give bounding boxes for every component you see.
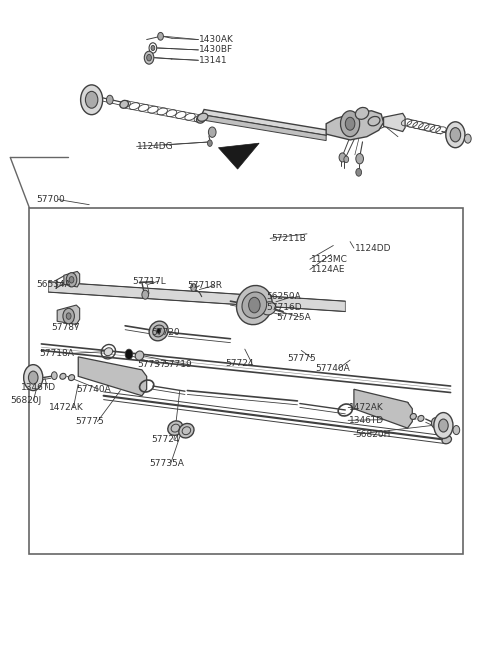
Text: 1430AK: 1430AK [199,35,234,44]
Text: 57724: 57724 [152,435,180,445]
Text: 57737: 57737 [137,360,166,369]
Text: 56820H: 56820H [355,430,390,439]
Polygon shape [218,143,259,169]
Text: 1346TD: 1346TD [349,416,384,425]
Circle shape [340,111,360,137]
Circle shape [66,273,77,287]
Circle shape [28,371,38,384]
Text: 57740A: 57740A [76,385,111,394]
Circle shape [107,95,113,104]
Ellipse shape [197,113,208,121]
Circle shape [125,349,133,360]
Text: 56250A: 56250A [266,292,301,301]
Ellipse shape [237,286,272,324]
Text: 57718R: 57718R [187,281,222,290]
Text: 57717L: 57717L [132,276,166,286]
Polygon shape [384,114,405,132]
Circle shape [345,117,355,130]
Ellipse shape [355,108,369,119]
Text: 57740A: 57740A [316,364,350,373]
Circle shape [147,55,152,61]
Circle shape [144,51,154,64]
Ellipse shape [69,374,74,380]
Polygon shape [64,271,80,287]
Text: 57211B: 57211B [271,234,306,243]
Ellipse shape [262,302,276,315]
Circle shape [356,169,361,176]
Circle shape [157,32,163,40]
Ellipse shape [179,423,194,438]
Text: 57775: 57775 [287,354,316,363]
Circle shape [151,45,155,51]
Ellipse shape [368,116,380,126]
Text: 57719: 57719 [163,360,192,369]
Text: 57724: 57724 [226,359,254,368]
Polygon shape [48,282,345,312]
Text: 1124AE: 1124AE [311,265,345,274]
Polygon shape [57,305,80,324]
Polygon shape [326,111,384,140]
Circle shape [157,328,160,334]
Text: 57700: 57700 [36,195,65,204]
Ellipse shape [242,292,267,318]
Circle shape [51,372,57,380]
Circle shape [81,85,103,115]
Circle shape [142,290,149,299]
Circle shape [191,284,196,291]
Text: 57716D: 57716D [266,302,302,312]
Circle shape [249,297,260,313]
Text: 57735A: 57735A [149,459,184,468]
Text: 56534A: 56534A [36,280,72,289]
Text: 1346TD: 1346TD [21,384,56,393]
Circle shape [208,127,216,138]
Circle shape [465,134,471,143]
Ellipse shape [442,435,452,444]
Text: 1472AK: 1472AK [48,403,84,412]
Circle shape [339,153,346,162]
Polygon shape [354,389,412,428]
Circle shape [356,154,363,164]
Ellipse shape [149,321,168,341]
Bar [29,208,463,554]
Text: 1430BF: 1430BF [199,45,233,55]
Text: 1123MC: 1123MC [311,254,348,263]
Text: 13141: 13141 [199,56,228,65]
Ellipse shape [104,348,113,356]
Text: 57720: 57720 [152,328,180,337]
Circle shape [450,128,461,142]
Text: 1472AK: 1472AK [349,403,384,412]
Ellipse shape [135,351,144,360]
Polygon shape [202,115,326,141]
Ellipse shape [418,415,424,421]
Ellipse shape [60,373,66,379]
Text: 57775: 57775 [75,417,104,426]
Circle shape [63,308,74,324]
Circle shape [344,156,348,163]
Polygon shape [202,110,328,136]
Circle shape [85,92,98,108]
Circle shape [446,122,465,148]
Circle shape [207,140,212,147]
Ellipse shape [120,101,129,108]
Circle shape [439,419,448,432]
Text: 57725A: 57725A [276,313,311,322]
Ellipse shape [153,325,165,337]
Text: 56820J: 56820J [10,397,41,406]
Circle shape [69,276,74,283]
Ellipse shape [168,421,183,435]
Polygon shape [78,357,147,396]
Text: 57787: 57787 [51,323,80,332]
Ellipse shape [410,413,416,419]
Circle shape [432,418,439,428]
Ellipse shape [196,116,205,123]
Circle shape [24,365,43,391]
Circle shape [66,313,71,319]
Text: 1124DG: 1124DG [137,142,174,151]
Circle shape [434,413,453,439]
Circle shape [453,426,460,435]
Text: 1124DD: 1124DD [355,243,391,252]
Text: 57718A: 57718A [39,349,74,358]
